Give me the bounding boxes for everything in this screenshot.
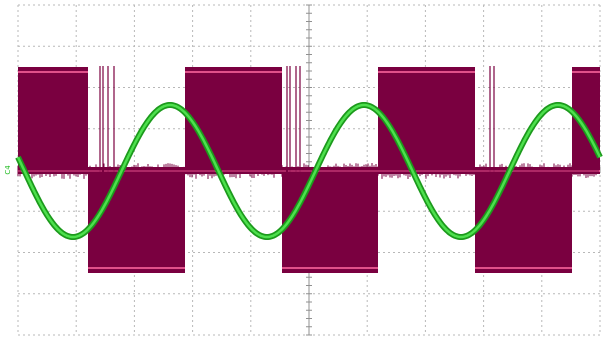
- channel-marker: C4: [4, 165, 12, 175]
- oscilloscope-screen: C4: [0, 0, 608, 340]
- page: C4 (() => { const data = JSON.parse(docu…: [0, 0, 608, 340]
- pwm-block: [18, 67, 88, 174]
- pwm-block: [475, 167, 572, 273]
- pwm-block: [185, 67, 282, 174]
- pwm-block: [282, 167, 378, 273]
- pwm-block: [378, 67, 475, 174]
- pwm-block: [88, 167, 185, 273]
